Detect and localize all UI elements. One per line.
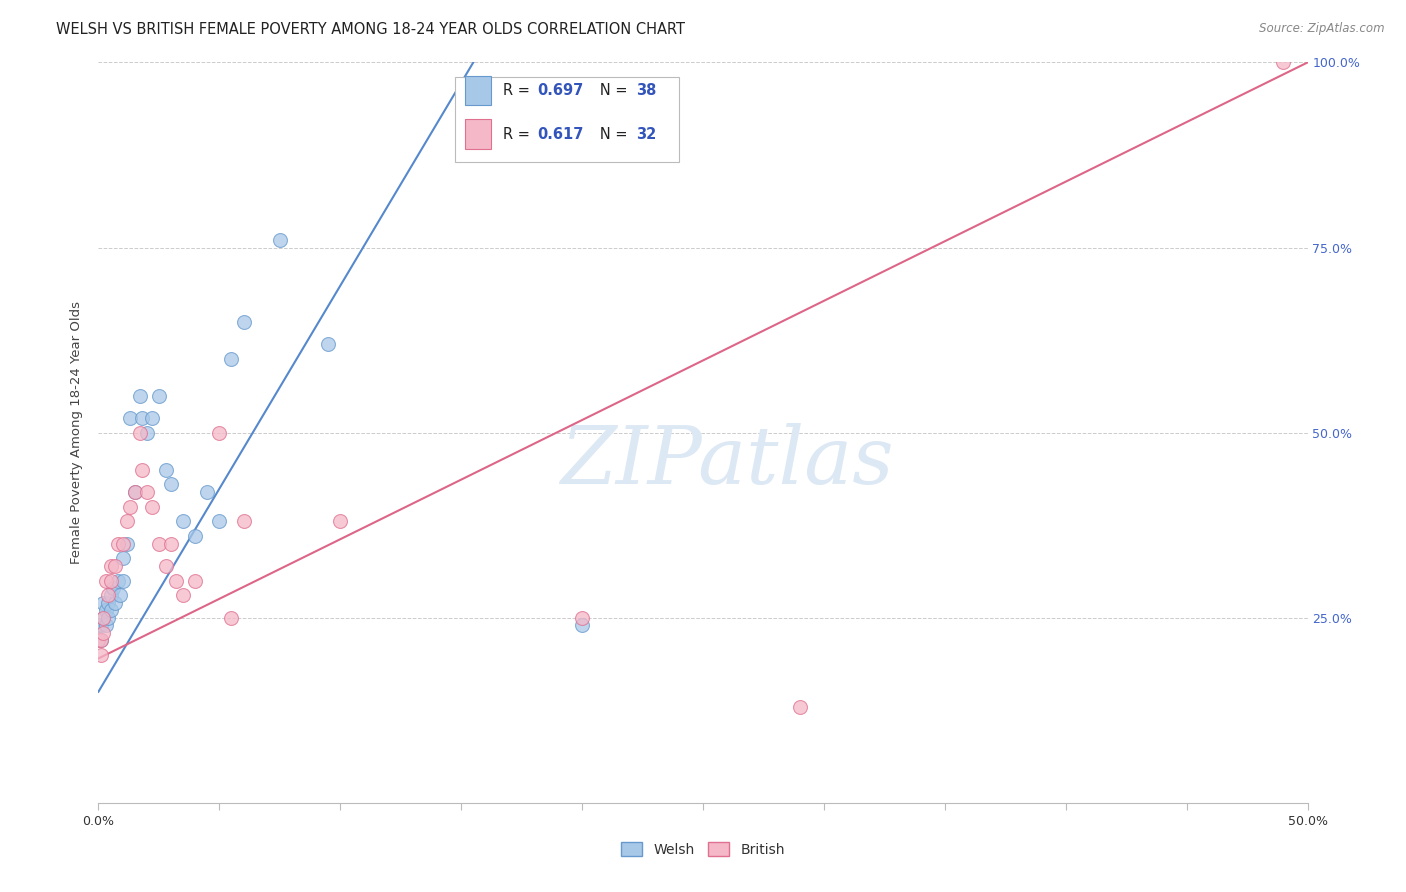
Point <box>91 610 114 624</box>
Point <box>94 574 117 588</box>
Point <box>97 596 120 610</box>
Text: ZIPatlas: ZIPatlas <box>561 424 894 501</box>
Point <box>195 484 218 499</box>
Point <box>463 78 485 92</box>
Point <box>172 589 194 603</box>
Point <box>118 410 141 425</box>
Point <box>108 589 131 603</box>
Bar <box>465 76 492 105</box>
Point <box>208 515 231 529</box>
Point <box>221 351 243 366</box>
Point <box>128 388 150 402</box>
Text: Source: ZipAtlas.com: Source: ZipAtlas.com <box>1260 22 1385 36</box>
Point <box>101 581 124 595</box>
Point <box>463 78 485 92</box>
Point <box>135 425 157 440</box>
Point <box>104 558 127 573</box>
Point <box>1272 55 1295 70</box>
Text: 0.697: 0.697 <box>537 83 583 98</box>
Point <box>165 574 187 588</box>
Text: 38: 38 <box>637 83 657 98</box>
Point <box>100 558 122 573</box>
Text: 0.617: 0.617 <box>537 127 583 142</box>
Text: WELSH VS BRITISH FEMALE POVERTY AMONG 18-24 YEAR OLDS CORRELATION CHART: WELSH VS BRITISH FEMALE POVERTY AMONG 18… <box>56 22 685 37</box>
Text: N =: N = <box>586 127 631 142</box>
Point <box>221 610 243 624</box>
Text: R =: R = <box>503 127 536 142</box>
Point <box>135 484 157 499</box>
Point <box>111 574 134 588</box>
Point <box>141 500 163 514</box>
Point <box>172 515 194 529</box>
Point <box>97 610 120 624</box>
FancyBboxPatch shape <box>456 78 679 162</box>
Point <box>94 618 117 632</box>
Point <box>100 589 122 603</box>
Point <box>160 536 183 550</box>
Bar <box>465 120 492 149</box>
Point <box>571 618 593 632</box>
Text: N =: N = <box>586 83 631 98</box>
Point <box>789 699 811 714</box>
Point <box>316 336 339 351</box>
Point <box>148 388 170 402</box>
Point <box>571 610 593 624</box>
Point <box>111 536 134 550</box>
Point <box>131 462 153 476</box>
Point <box>269 233 291 247</box>
Point <box>232 515 254 529</box>
Point <box>232 314 254 328</box>
Point <box>107 574 129 588</box>
Point <box>91 610 114 624</box>
Point <box>160 477 183 491</box>
Point <box>155 462 177 476</box>
Point <box>90 632 112 647</box>
Point <box>117 536 139 550</box>
Point <box>208 425 231 440</box>
Point <box>184 529 207 543</box>
Text: R =: R = <box>503 83 536 98</box>
Text: 32: 32 <box>637 127 657 142</box>
Point <box>111 551 134 566</box>
Point <box>100 603 122 617</box>
Legend: Welsh, British: Welsh, British <box>616 837 790 863</box>
Point <box>128 425 150 440</box>
Y-axis label: Female Poverty Among 18-24 Year Olds: Female Poverty Among 18-24 Year Olds <box>70 301 83 564</box>
Point <box>94 603 117 617</box>
Point <box>91 625 114 640</box>
Point <box>131 410 153 425</box>
Point <box>184 574 207 588</box>
Point <box>87 618 110 632</box>
Point <box>90 618 112 632</box>
Point <box>90 648 112 662</box>
Point <box>91 596 114 610</box>
Point <box>329 515 352 529</box>
Point <box>155 558 177 573</box>
Point <box>148 536 170 550</box>
Point <box>117 515 139 529</box>
Point <box>124 484 146 499</box>
Point <box>124 484 146 499</box>
Point <box>90 632 112 647</box>
Point <box>107 536 129 550</box>
Point <box>97 589 120 603</box>
Point <box>118 500 141 514</box>
Point <box>100 574 122 588</box>
Point <box>104 596 127 610</box>
Point <box>141 410 163 425</box>
Point <box>87 632 110 647</box>
